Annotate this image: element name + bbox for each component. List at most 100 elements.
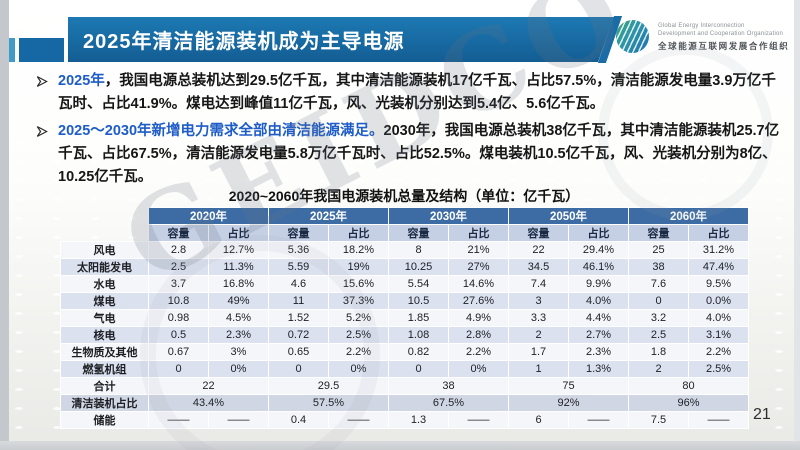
value-cell: 4.5% <box>208 309 269 327</box>
value-cell: 12.7% <box>208 241 269 259</box>
subheader-cell: 占比 <box>448 224 509 242</box>
value-cell: 9.5% <box>688 275 749 293</box>
value-cell: 5.36 <box>268 241 329 259</box>
org-name-cn: 全球能源互联网发展合作组织 <box>658 40 790 51</box>
value-cell: 16.8% <box>208 275 269 293</box>
subheader-cell: 占比 <box>688 224 749 242</box>
value-cell: 1.8 <box>628 343 689 361</box>
subheader-cell: 容量 <box>388 224 449 242</box>
table-subheader-row: 容量 占比 容量 占比 容量 占比 容量 占比 容量 占比 <box>61 224 749 242</box>
value-cell: 38 <box>628 258 689 276</box>
value-cell: 3.3 <box>508 309 569 327</box>
table-title: 2020~2060年我国电源装机总量及结构（单位：亿千瓦） <box>228 188 580 204</box>
value-cell: 19% <box>328 258 389 276</box>
value-cell: 0.98 <box>148 309 209 327</box>
bullet-text: 2025～2030年新增电力需求全部由清洁能源满足。2030年，我国电源总装机3… <box>58 120 780 189</box>
right-edge-strip <box>794 0 800 450</box>
value-cell: —— <box>688 411 749 429</box>
value-cell: 1.85 <box>388 309 449 327</box>
page-title: 2025年清洁能源装机成为主导电源 <box>83 31 405 53</box>
table-row: 风电 2.8 12.7% 5.36 18.2% 8 21% 22 29.4% 25 31.2% <box>60 241 749 259</box>
value-cell: —— <box>208 411 269 429</box>
value-cell: 0.5 <box>148 326 209 344</box>
bullet-text: 2025年，我国电源总装机达到29.5亿千瓦，其中清洁能源装机17亿千瓦、占比5… <box>58 70 780 116</box>
value-cell: 4.0% <box>568 292 629 310</box>
value-cell: 2 <box>628 360 689 378</box>
bottom-edge-strip <box>0 441 800 450</box>
org-logo-text: Global Energy Interconnection Developmen… <box>658 22 789 52</box>
value-cell: 7.5 <box>628 411 689 429</box>
value-cell: 92% <box>508 394 629 412</box>
value-cell: 0% <box>448 360 509 378</box>
org-logo: Global Energy Interconnection Developmen… <box>616 20 789 53</box>
value-cell: 1.3 <box>388 411 449 429</box>
value-cell: 1.3% <box>568 360 629 378</box>
value-cell: 2.8% <box>448 326 509 344</box>
row-label: 核电 <box>60 326 149 344</box>
table-row: 生物质及其他 0.67 3% 0.65 2.2% 0.82 2.2% 1.7 2.3% 1.8 2.… <box>60 343 749 361</box>
value-cell: 2 <box>508 326 569 344</box>
subheader-cell: 容量 <box>148 224 209 242</box>
year-header-cell: 2020年 <box>148 207 269 225</box>
value-cell: 34.5 <box>508 258 569 276</box>
value-cell: 0.67 <box>148 343 209 361</box>
value-cell: —— <box>328 411 389 429</box>
value-cell: 2.2% <box>688 343 749 361</box>
value-cell: 0.0% <box>688 292 749 310</box>
value-cell: 2.7% <box>568 326 629 344</box>
globe-icon <box>616 20 649 53</box>
value-cell: 1.7 <box>508 343 569 361</box>
value-cell: 3 <box>508 292 569 310</box>
value-cell: 0.82 <box>388 343 449 361</box>
value-cell: 25 <box>628 241 689 259</box>
row-label: 太阳能发电 <box>60 258 149 276</box>
subheader-cell: 容量 <box>628 224 689 242</box>
row-label: 煤电 <box>60 292 149 310</box>
year-header-cell: 2060年 <box>628 207 749 225</box>
value-cell: 67.5% <box>388 394 509 412</box>
value-cell: —— <box>448 411 509 429</box>
value-cell: 22 <box>508 241 569 259</box>
value-cell: 38 <box>388 377 509 395</box>
org-name-en-line2: Development and Cooperation Organization <box>658 30 784 37</box>
row-label: 储能 <box>60 411 149 429</box>
value-cell: 0% <box>328 360 389 378</box>
value-cell: 18.2% <box>328 241 389 259</box>
bullet-body: 2030年，我国电源总装机38亿千瓦，其中清洁能源装机25.7亿千瓦、占比67.… <box>58 123 780 185</box>
bullet-item-2025: 2025年，我国电源总装机达到29.5亿千瓦，其中清洁能源装机17亿千瓦、占比5… <box>36 70 780 116</box>
value-cell: 75 <box>508 377 629 395</box>
value-cell: 29.5 <box>268 377 389 395</box>
table-header-row: 2020年 2025年 2030年 2050年 2060年 <box>61 207 749 225</box>
value-cell: 22 <box>148 377 269 395</box>
bullet-arrow-icon <box>36 75 50 116</box>
subheader-cell: 容量 <box>508 224 569 242</box>
value-cell: 2.3% <box>568 343 629 361</box>
value-cell: 0 <box>628 292 689 310</box>
value-cell: 2.2% <box>328 343 389 361</box>
corner-cell <box>61 208 149 242</box>
bullet-arrow-icon <box>36 125 50 189</box>
value-cell: 8 <box>388 241 449 259</box>
value-cell: 0 <box>148 360 209 378</box>
value-cell: 31.2% <box>688 241 749 259</box>
row-label: 生物质及其他 <box>60 343 149 361</box>
storage-row: 储能 —— —— 0.4 —— 1.3 —— 6 —— 7.5 —— <box>60 411 749 429</box>
value-cell: 2.5 <box>148 258 209 276</box>
value-cell: 27% <box>448 258 509 276</box>
value-cell: 14.6% <box>448 275 509 293</box>
value-cell: 4.9% <box>448 309 509 327</box>
org-name-en-line1: Global Energy Interconnection <box>658 22 745 29</box>
value-cell: 46.1% <box>568 258 629 276</box>
value-cell: —— <box>568 411 629 429</box>
header-accent-square-dark <box>19 38 64 62</box>
value-cell: 11.3% <box>208 258 269 276</box>
year-header-cell: 2030年 <box>388 207 509 225</box>
slide-title-banner: 2025年清洁能源装机成为主导电源 <box>68 17 614 62</box>
table-row: 水电 3.7 16.8% 4.6 15.6% 5.54 14.6% 7.4 9.9% 7.6 9.5… <box>60 275 749 293</box>
table-row: 燃氢机组 0 0% 0 0% 0 0% 1 1.3% 2 2.5% <box>60 360 749 378</box>
value-cell: 9.9% <box>568 275 629 293</box>
value-cell: 0 <box>268 360 329 378</box>
row-label: 风电 <box>60 241 149 259</box>
bullet-highlight: 2025年 <box>58 73 105 89</box>
subheader-cell: 占比 <box>328 224 389 242</box>
